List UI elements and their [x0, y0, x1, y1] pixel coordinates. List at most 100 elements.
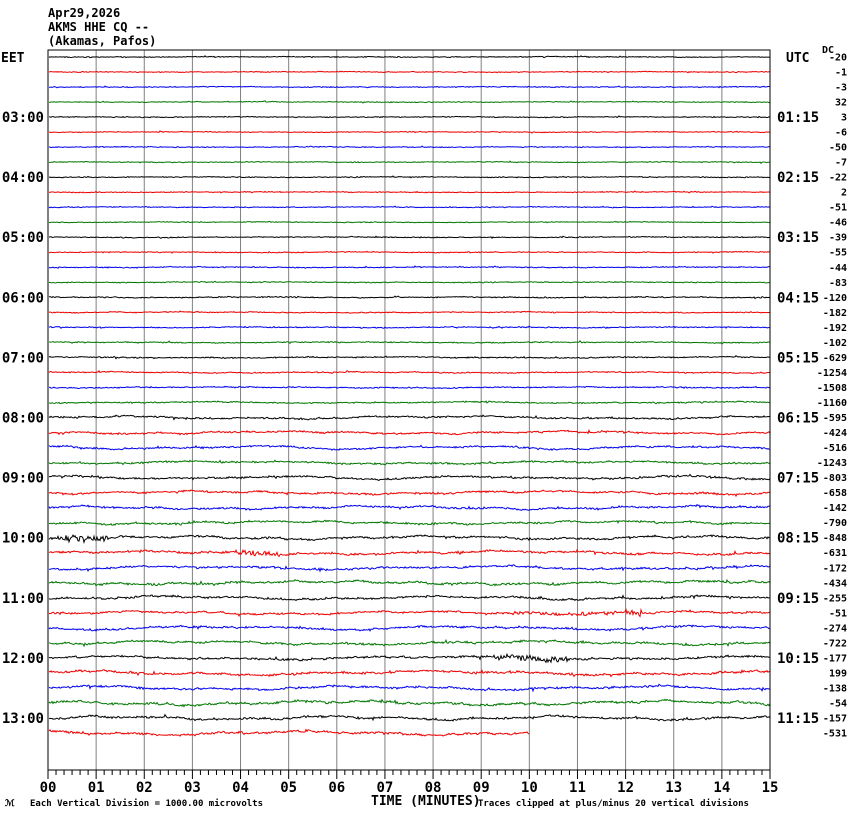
dc-value: -54: [829, 698, 847, 709]
x-tick-label: 01: [88, 780, 105, 796]
trace-row-idx-19: [48, 340, 771, 345]
dc-value: -790: [823, 518, 847, 529]
x-tick-label: 00: [40, 780, 57, 796]
utc-hour-label: 06:15: [777, 411, 819, 427]
trace-row-idx-29: [48, 489, 771, 498]
trace-row-idx-5: [48, 130, 771, 134]
x-tick-label: 03: [184, 780, 201, 796]
trace-row-08:00: [48, 414, 771, 421]
eet-hour-label: 11:00: [2, 591, 44, 607]
trace-row-12:00: [48, 652, 771, 664]
dc-value: -120: [823, 293, 847, 304]
dc-value: -51: [829, 608, 847, 619]
trace-row-idx-11: [48, 220, 771, 224]
dc-value: -50: [829, 143, 847, 154]
eet-hour-label: 03:00: [2, 110, 44, 126]
trace-row-06:00: [48, 295, 771, 300]
utc-hour-label: 07:15: [777, 471, 819, 487]
trace-row-idx-39: [48, 638, 771, 648]
x-tick-label: 10: [521, 780, 538, 796]
utc-hour-label: 02:15: [777, 170, 819, 186]
trace-row-idx-35: [48, 578, 771, 587]
dc-value: -182: [823, 308, 847, 319]
header-station: AKMS HHE CQ --: [48, 20, 149, 34]
eet-hour-label: 05:00: [2, 230, 44, 246]
dc-value: -595: [823, 413, 847, 424]
x-tick-label: 02: [136, 780, 153, 796]
utc-hour-label: 10:15: [777, 651, 819, 667]
trace-row-idx-41: [48, 668, 771, 678]
dc-value: -274: [823, 623, 847, 634]
trace-row-03:00: [48, 115, 771, 119]
x-tick-label: 15: [762, 780, 779, 796]
utc-axis-label: UTC: [786, 51, 809, 66]
header-date: Apr29,2026: [48, 6, 120, 20]
eet-hour-label: 07:00: [2, 350, 44, 366]
dc-value: -516: [823, 443, 847, 454]
trace-row-idx-34: [48, 564, 771, 573]
dc-value: -803: [823, 473, 847, 484]
dc-value: -658: [823, 488, 847, 499]
dc-value: -1: [835, 67, 847, 78]
trace-row-idx-13: [48, 250, 771, 254]
x-axis-layer: 00 01 02 03 04 05 06 07 08 09 10 11 12 13 14 15: [40, 769, 779, 796]
dc-value: -3: [835, 82, 847, 93]
utc-hour-label: 01:15: [777, 110, 819, 126]
plot-border: [47, 49, 771, 771]
dc-value: -172: [823, 563, 847, 574]
trace-row-13:00: [48, 713, 771, 722]
watermark-glyph: ℳ: [5, 799, 15, 809]
trace-row-07:00: [48, 355, 771, 360]
dc-value: -1508: [817, 383, 847, 394]
dc-value: -138: [823, 683, 847, 694]
dc-value: -631: [823, 548, 847, 559]
trace-layer: [48, 55, 771, 737]
trace-row-idx-30: [48, 503, 771, 511]
trace-row-idx-1: [48, 70, 771, 74]
dc-value: 32: [835, 97, 847, 108]
dc-value: -434: [823, 578, 847, 589]
trace-row-idx-6: [48, 145, 771, 149]
x-tick-label: 09: [473, 780, 490, 796]
trace-row-idx-38: [48, 624, 771, 632]
x-tick-label: 07: [377, 780, 394, 796]
trace-row-idx-37: [48, 607, 771, 618]
x-tick-label: 12: [617, 780, 634, 796]
row-label-layer: -20 -1 -3 32 03:00 01:15 3 -6 -50 -7 04:00 02:15 -22…: [2, 52, 847, 739]
trace-row-idx-21: [48, 369, 771, 375]
dc-value: -255: [823, 593, 847, 604]
dc-value: -848: [823, 533, 847, 544]
dc-column-header: DC: [822, 45, 834, 56]
trace-row-idx-45: [48, 728, 530, 737]
dc-value: -6: [835, 128, 847, 139]
trace-row-idx-25: [48, 429, 771, 436]
dc-value: 199: [829, 668, 847, 679]
eet-hour-label: 09:00: [2, 471, 44, 487]
trace-row-idx-0: [48, 55, 771, 59]
trace-row-10:00: [48, 534, 771, 545]
dc-value: 3: [841, 113, 847, 124]
trace-row-idx-31: [48, 519, 771, 526]
dc-value: -177: [823, 653, 847, 664]
x-axis-title: TIME (MINUTES): [371, 794, 481, 809]
utc-hour-label: 05:15: [777, 350, 819, 366]
trace-row-idx-33: [48, 548, 771, 558]
eet-hour-label: 12:00: [2, 651, 44, 667]
x-tick-label: 11: [569, 780, 586, 796]
utc-hour-label: 09:15: [777, 591, 819, 607]
trace-row-idx-23: [48, 400, 771, 405]
x-tick-label: 13: [665, 780, 682, 796]
dc-value: -102: [823, 338, 847, 349]
dc-value: -1160: [817, 398, 847, 409]
eet-hour-label: 08:00: [2, 411, 44, 427]
dc-value: -44: [829, 263, 847, 274]
trace-row-11:00: [48, 594, 771, 602]
dc-value: -39: [829, 233, 847, 244]
eet-hour-label: 06:00: [2, 290, 44, 306]
dc-value: -1254: [817, 368, 847, 379]
grid-layer: [95, 50, 723, 770]
utc-hour-label: 03:15: [777, 230, 819, 246]
trace-row-idx-42: [48, 683, 771, 693]
